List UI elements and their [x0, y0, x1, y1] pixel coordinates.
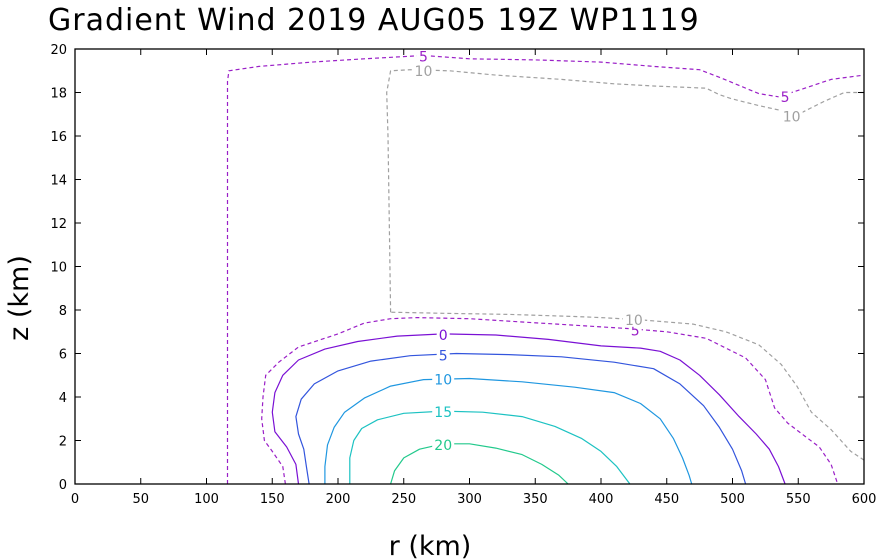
- contour-label-bg: [436, 327, 450, 343]
- contour-label: 5: [631, 324, 640, 340]
- y-tick-label: 16: [50, 130, 67, 145]
- contour-line-10: [324, 377, 693, 485]
- y-tick-label: 0: [59, 478, 67, 493]
- y-tick-label: 8: [59, 304, 67, 319]
- x-tick-label: 0: [71, 492, 79, 507]
- x-tick-label: 250: [391, 492, 416, 507]
- x-tick-label: 550: [786, 492, 811, 507]
- x-tick-label: 200: [326, 492, 351, 507]
- contour-label: 20: [434, 438, 452, 454]
- contour-label: 10: [783, 109, 801, 125]
- contour-line-15: [349, 410, 631, 485]
- contour-label: 10: [625, 313, 643, 329]
- contour-label-bg: [436, 347, 450, 363]
- contour-label-bg: [412, 62, 435, 78]
- contour-label: 10: [415, 64, 433, 80]
- x-tick-label: 350: [523, 492, 548, 507]
- x-tick-label: 500: [720, 492, 745, 507]
- contour-label-bg: [432, 371, 455, 387]
- contour-label: 10: [434, 373, 452, 389]
- contour-label-bg: [432, 404, 455, 420]
- contour-label: 5: [439, 349, 448, 365]
- y-tick-label: 6: [59, 348, 67, 363]
- contour-label: 0: [439, 328, 448, 344]
- contour-label-bg: [416, 48, 430, 64]
- contour-line-neg5: [226, 54, 865, 484]
- x-tick-label: 450: [654, 492, 679, 507]
- y-tick-label: 2: [59, 435, 67, 450]
- x-tick-label: 400: [589, 492, 614, 507]
- contour-label: 5: [419, 50, 428, 66]
- contour-line-20: [390, 443, 569, 485]
- y-tick-label: 10: [50, 261, 67, 276]
- contour-line-neg10: [386, 69, 864, 313]
- contour-label-bg: [432, 436, 455, 452]
- contour-label: 5: [781, 90, 790, 106]
- contour-label-bg: [780, 108, 803, 124]
- contour-label-bg: [622, 311, 645, 327]
- y-tick-label: 12: [50, 217, 67, 232]
- y-tick-label: 14: [50, 174, 67, 189]
- x-tick-label: 300: [457, 492, 482, 507]
- y-tick-label: 4: [59, 391, 67, 406]
- x-tick-label: 50: [132, 492, 149, 507]
- x-tick-label: 600: [852, 492, 877, 507]
- y-tick-label: 20: [50, 43, 67, 58]
- contour-line-5: [295, 352, 747, 485]
- contour-layer: [226, 54, 865, 485]
- contour-line-neg5: [261, 317, 839, 485]
- y-axis: 0 2 4 6 8 10 12 14 16 18 20: [50, 43, 864, 493]
- contour-label-bg: [778, 88, 792, 104]
- contour-label: 15: [434, 405, 452, 421]
- chart-title: Gradient Wind 2019 AUG05 19Z WP1119: [48, 3, 700, 38]
- x-tick-label: 150: [260, 492, 285, 507]
- x-tick-label: 100: [194, 492, 219, 507]
- x-axis-title: r (km): [389, 531, 472, 560]
- y-tick-label: 18: [50, 87, 67, 102]
- contour-line-0: [271, 333, 786, 485]
- y-axis-title: z (km): [4, 255, 35, 341]
- plot-frame: [74, 48, 865, 485]
- x-axis: 0 50 100 150 200 250 300 350 400 450 500 550 600: [71, 49, 877, 507]
